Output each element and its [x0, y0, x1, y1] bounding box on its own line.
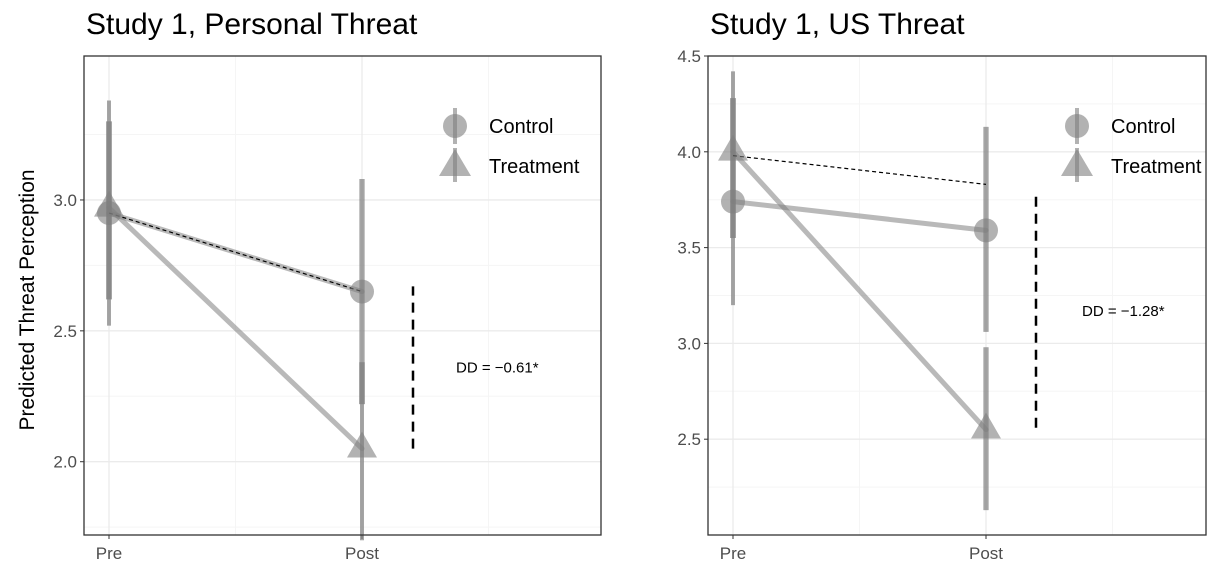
dd-annotation: DD = −1.28*	[1082, 303, 1165, 320]
legend-key-treatment	[1061, 149, 1093, 176]
data-point-control	[721, 189, 745, 214]
dd-annotation: DD = −0.61*	[456, 359, 539, 376]
panel-border	[83, 55, 602, 536]
data-point-control	[974, 218, 998, 243]
legend-key-control	[443, 114, 467, 138]
series-line-control	[730, 199, 989, 233]
x-tick-label: Post	[969, 544, 1003, 563]
legend-label-treatment: Treatment	[1111, 156, 1202, 178]
data-point-treatment	[971, 412, 1001, 439]
series-line-treatment	[106, 205, 365, 452]
panel-border	[707, 55, 1207, 536]
y-tick-label: 3.0	[677, 334, 701, 353]
legend-key-control	[1065, 114, 1089, 138]
y-tick-label: 2.5	[53, 322, 77, 341]
counterfactual-line	[108, 212, 363, 293]
series-line-treatment	[730, 149, 989, 433]
legend-label-control: Control	[1111, 116, 1175, 138]
y-tick-label: 4.0	[677, 143, 701, 162]
y-tick-label: 3.0	[53, 191, 77, 210]
chart-title: Study 1, Personal Threat	[86, 8, 418, 41]
x-tick-label: Pre	[96, 544, 122, 563]
panel-personal-threat: Study 1, Personal Threat 2.0 2.5 3.0 Pre Post…	[53, 8, 602, 563]
y-tick-label: 2.5	[677, 430, 701, 449]
legend: Control Treatment	[439, 108, 580, 182]
data-point-treatment	[718, 134, 748, 161]
data-point-treatment	[347, 431, 377, 458]
chart-title: Study 1, US Threat	[710, 8, 965, 41]
x-tick-label: Pre	[720, 544, 746, 563]
data-point-control	[350, 279, 374, 304]
legend-key-treatment	[439, 149, 471, 176]
panel-us-threat: Study 1, US Threat 2.5 3.0 3.5 4.0 4.5 Pre Post…	[677, 8, 1207, 563]
legend-label-treatment: Treatment	[489, 156, 580, 178]
y-tick-label: 3.5	[677, 239, 701, 258]
x-tick-label: Post	[345, 544, 379, 563]
counterfactual-line	[732, 155, 987, 185]
y-tick-label: 2.0	[53, 453, 77, 472]
legend-label-control: Control	[489, 116, 553, 138]
data-point-treatment	[94, 190, 124, 217]
y-axis-label: Predicted Threat Perception	[16, 169, 39, 430]
legend: Control Treatment	[1061, 108, 1202, 182]
y-tick-label: 4.5	[677, 47, 701, 66]
